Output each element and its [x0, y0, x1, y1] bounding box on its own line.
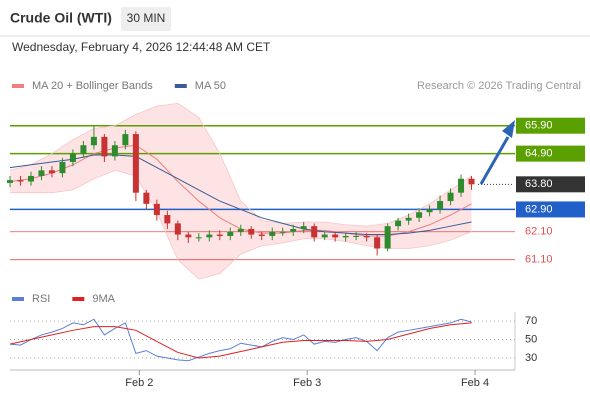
candle-body	[164, 215, 171, 224]
level-label: 64.90	[525, 148, 553, 160]
candle-body	[311, 226, 318, 238]
y-tick-label: 30	[525, 352, 537, 364]
candle-body	[332, 234, 339, 238]
interval-box	[121, 7, 171, 31]
rsi-line	[9, 318, 472, 362]
candle-body	[426, 209, 433, 213]
level-label: 63.80	[525, 178, 553, 190]
legend-label: MA 20 + Bollinger Bands	[32, 80, 153, 92]
candle-body	[48, 170, 55, 174]
candle-body	[248, 228, 255, 235]
candle-body	[321, 234, 328, 238]
candle-body	[447, 192, 454, 202]
candle-body	[90, 136, 97, 146]
interval: 30 MIN	[127, 11, 166, 25]
candle-body	[342, 235, 349, 238]
level-label-box	[516, 201, 585, 218]
level-label: 61.10	[525, 254, 553, 266]
candle-body	[7, 180, 13, 183]
candle-body	[216, 234, 223, 236]
candle-body	[384, 226, 391, 249]
candle-body	[80, 145, 87, 154]
level-label-box	[516, 176, 585, 193]
candle-body	[132, 134, 139, 193]
legend-label: RSI	[32, 293, 50, 305]
candle-body	[69, 153, 76, 162]
x-tick-label: Feb 2	[125, 377, 153, 389]
candle-body	[59, 161, 66, 174]
candle-body	[111, 145, 118, 157]
candle-body	[206, 234, 213, 238]
rsi-line	[9, 322, 472, 359]
band-lower	[10, 169, 472, 280]
candle-body	[353, 235, 360, 237]
band-upper	[9, 102, 472, 227]
candle-body	[458, 178, 465, 193]
forecast-arrow-head	[502, 120, 515, 138]
candle-body	[279, 231, 286, 233]
candle-body	[405, 217, 412, 221]
source: Research © 2026 Trading Central	[417, 80, 581, 92]
level-label: 62.90	[525, 203, 553, 215]
level-label: 65.90	[525, 120, 553, 132]
candle-body	[143, 192, 150, 204]
candle-body	[195, 237, 202, 239]
candle-body	[395, 220, 402, 227]
candle-body	[237, 228, 244, 232]
candle-body	[27, 175, 34, 182]
chart-title: Crude Oil (WTI)	[10, 10, 112, 26]
level-label-box	[516, 145, 585, 162]
candle-body	[269, 231, 276, 236]
x-tick-label: Feb 3	[293, 377, 321, 389]
candle-body	[300, 226, 307, 229]
level-label: 62.10	[525, 226, 553, 238]
candle-body	[227, 231, 234, 236]
candle-body	[437, 201, 444, 210]
moving-average	[9, 154, 472, 236]
candle-body	[468, 178, 475, 185]
x-tick-label: Feb 4	[461, 377, 489, 389]
candle-body	[122, 134, 129, 146]
candle-body	[258, 234, 265, 236]
candle-body	[185, 234, 192, 238]
level-label-box	[516, 117, 585, 134]
y-tick-label: 70	[525, 315, 537, 327]
candle-body	[290, 228, 297, 232]
subtitle: Wednesday, February 4, 2026 12:44:48 AM …	[12, 40, 271, 54]
y-tick-label: 50	[525, 333, 537, 345]
forecast-arrow	[479, 136, 510, 185]
candle-body	[174, 223, 181, 235]
candle-body	[101, 136, 108, 157]
candle-body	[374, 237, 381, 249]
candle-body	[363, 235, 370, 238]
legend-label: MA 50	[195, 80, 226, 92]
candle-body	[153, 203, 160, 216]
candle-body	[17, 180, 24, 182]
legend-label: 9MA	[92, 293, 115, 305]
candle-body	[38, 170, 45, 176]
candle-body	[416, 212, 423, 218]
